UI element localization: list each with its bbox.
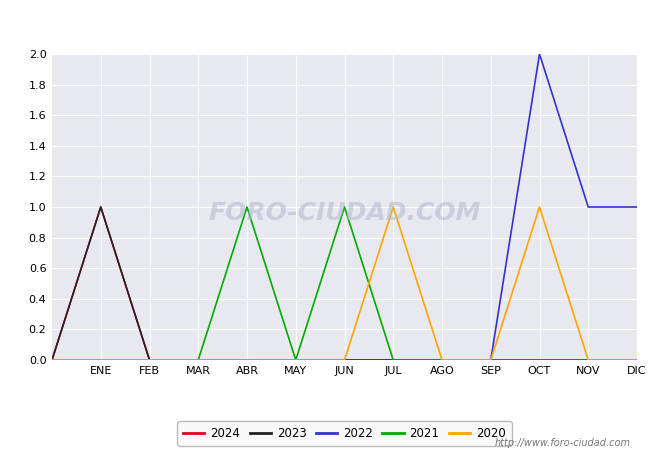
- Text: Matriculaciones de Vehiculos en Ledanca: Matriculaciones de Vehiculos en Ledanca: [155, 11, 495, 29]
- Text: FORO-CIUDAD.COM: FORO-CIUDAD.COM: [208, 201, 481, 225]
- Text: http://www.foro-ciudad.com: http://www.foro-ciudad.com: [495, 438, 630, 448]
- Legend: 2024, 2023, 2022, 2021, 2020: 2024, 2023, 2022, 2021, 2020: [177, 421, 512, 446]
